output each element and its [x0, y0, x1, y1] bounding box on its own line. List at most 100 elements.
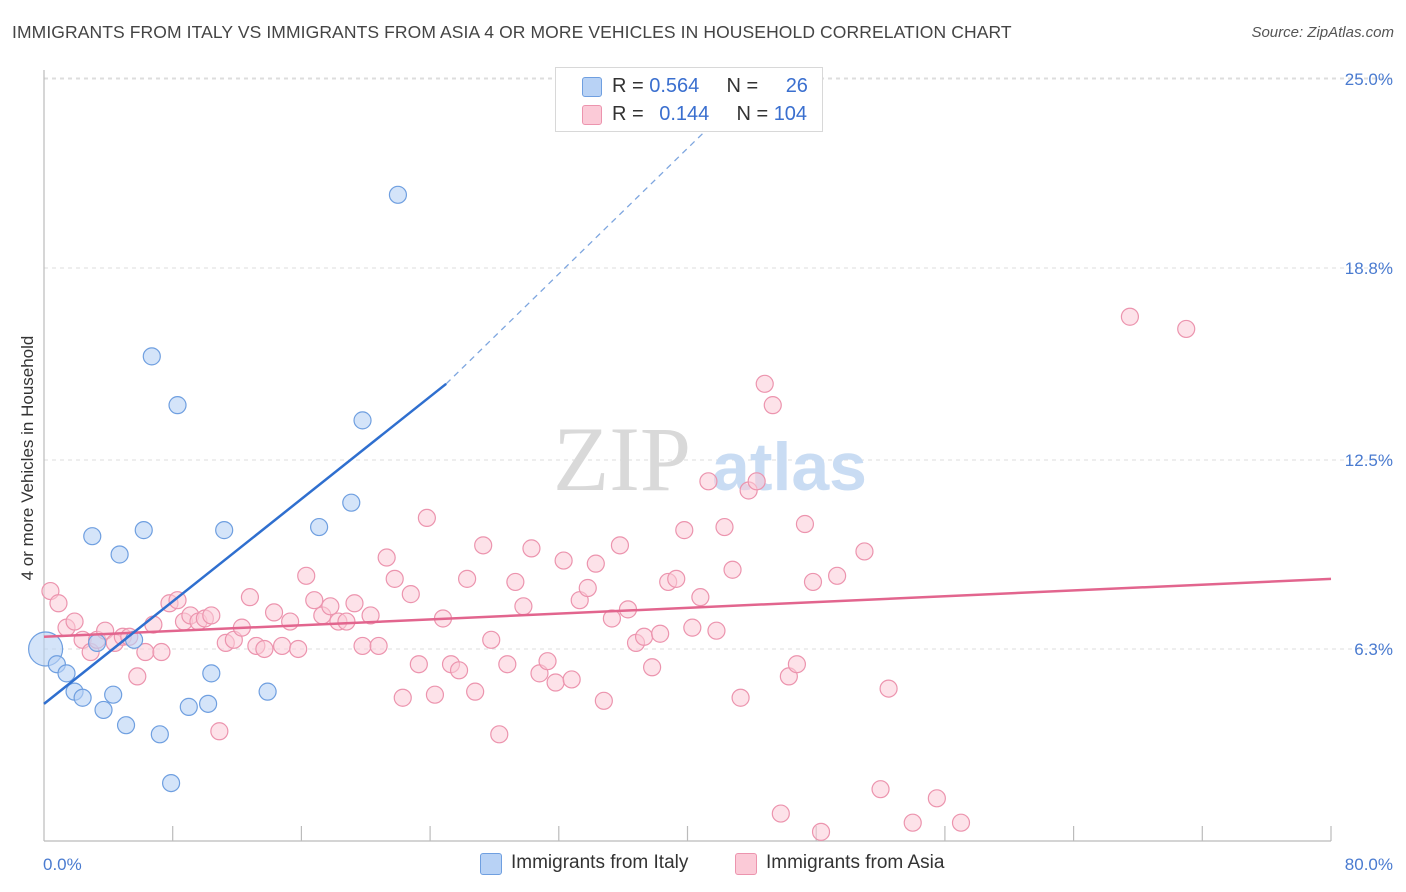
italy-point	[110, 545, 129, 564]
n-value: 26	[785, 75, 808, 97]
y-tick-label: 6.3%	[1354, 640, 1393, 659]
asia-point	[903, 813, 922, 832]
asia-swatch	[582, 105, 602, 125]
asia-point	[498, 655, 517, 674]
asia-point	[610, 536, 630, 555]
asia-point	[281, 612, 300, 631]
r-value: 0.144	[659, 103, 710, 125]
legend-label: Immigrants from Italy	[511, 852, 689, 873]
asia-point	[675, 521, 694, 540]
asia-point	[210, 722, 229, 741]
asia-point	[272, 636, 292, 656]
asia-point	[755, 374, 774, 393]
asia-point	[1177, 319, 1196, 339]
asia-point	[128, 667, 147, 686]
asia-point	[289, 639, 308, 659]
asia-point	[811, 822, 831, 841]
asia-point	[879, 679, 898, 698]
y-tick-label: 18.8%	[1345, 259, 1393, 278]
asia-point	[168, 591, 187, 610]
italy-point	[116, 716, 136, 735]
asia-point	[771, 804, 790, 823]
italy-swatch	[582, 77, 602, 97]
asia-point	[1120, 307, 1140, 326]
asia-point	[393, 688, 412, 707]
asia-point	[240, 588, 260, 607]
italy-point	[87, 633, 107, 652]
axes	[43, 70, 1332, 842]
asia-point	[538, 652, 557, 671]
asia-point	[264, 603, 284, 622]
asia-point	[466, 682, 485, 701]
trend-lines	[43, 69, 1332, 705]
asia-point	[255, 639, 274, 659]
y-tick-label: 12.5%	[1345, 451, 1393, 470]
asia-point	[795, 514, 815, 534]
asia-point	[458, 569, 477, 588]
asia-point	[855, 542, 874, 561]
italy-point	[161, 773, 181, 793]
asia-point	[651, 624, 670, 643]
asia-point	[65, 612, 84, 631]
legend-label: Immigrants from Asia	[766, 852, 945, 873]
asia-point	[747, 472, 766, 491]
series-legend: Immigrants from Italy Immigrants from As…	[0, 852, 1406, 878]
asia-point	[594, 691, 613, 710]
asia-point	[345, 594, 364, 613]
watermark-atlas: atlas	[712, 429, 867, 505]
italy-point	[309, 517, 329, 537]
asia-point	[578, 578, 597, 598]
asia-point	[337, 612, 356, 631]
asia-trend-line	[43, 577, 1332, 639]
italy-point	[388, 185, 408, 204]
asia-point	[927, 789, 946, 808]
italy-point	[342, 493, 361, 512]
asia-point	[763, 396, 782, 415]
asia-point	[49, 594, 68, 613]
asia-point	[506, 572, 525, 592]
asia-point	[417, 508, 436, 528]
asia-point	[554, 551, 573, 570]
asia-point	[514, 597, 533, 616]
asia-point	[385, 569, 404, 588]
asia-point	[490, 725, 509, 744]
asia-point	[369, 636, 388, 656]
asia-point	[297, 566, 316, 585]
asia-swatch	[735, 853, 757, 875]
asia-point	[787, 655, 806, 674]
asia-point	[202, 606, 221, 625]
asia-point	[522, 539, 541, 558]
asia-point	[731, 688, 750, 707]
asia-point	[449, 661, 469, 680]
asia-point	[951, 813, 971, 832]
chart-title: IMMIGRANTS FROM ITALY VS IMMIGRANTS FROM…	[12, 22, 1012, 42]
italy-point	[215, 521, 234, 540]
asia-point	[546, 673, 565, 692]
asia-point	[715, 517, 734, 537]
asia-point	[699, 472, 718, 491]
italy-trend-line	[43, 382, 447, 705]
asia-point	[401, 585, 420, 604]
italy-point	[179, 697, 198, 716]
asia-point	[683, 618, 702, 637]
italy-point	[94, 700, 113, 720]
italy-point	[202, 664, 221, 683]
asia-point	[152, 642, 171, 662]
asia-point	[871, 780, 890, 799]
asia-point	[482, 630, 501, 649]
italy-point	[168, 396, 187, 415]
source-note: Source: ZipAtlas.com	[1251, 24, 1394, 41]
n-value: 104	[773, 103, 808, 125]
asia-point	[828, 566, 847, 585]
italy-swatch	[480, 853, 502, 875]
italy-point	[104, 685, 123, 704]
italy-point	[73, 688, 92, 707]
asia-point	[643, 658, 662, 677]
watermark: ZIP atlas	[553, 408, 867, 510]
asia-point	[361, 606, 380, 625]
watermark-zip: ZIP	[553, 408, 691, 510]
asia-point	[667, 569, 686, 588]
italy-point	[83, 527, 102, 546]
italy-point	[57, 664, 76, 683]
